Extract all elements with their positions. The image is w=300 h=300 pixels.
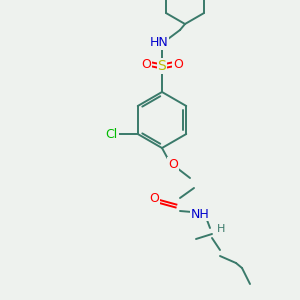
Text: O: O bbox=[141, 58, 151, 70]
Text: HN: HN bbox=[150, 37, 168, 50]
Text: O: O bbox=[149, 193, 159, 206]
Text: S: S bbox=[158, 59, 166, 73]
Text: O: O bbox=[168, 158, 178, 170]
Text: NH: NH bbox=[190, 208, 209, 220]
Text: Cl: Cl bbox=[106, 128, 118, 140]
Text: O: O bbox=[173, 58, 183, 70]
Text: H: H bbox=[217, 224, 225, 234]
